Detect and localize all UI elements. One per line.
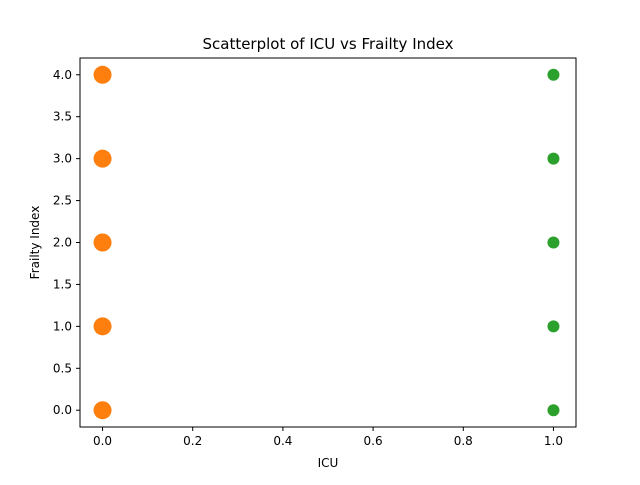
data-point-series-1: [93, 149, 112, 168]
y-tick-label: 0.0: [53, 403, 72, 417]
data-point-series-2: [547, 236, 560, 249]
data-point-series-2: [547, 152, 560, 165]
plot-frame: [79, 57, 577, 428]
y-tick-label: 3.0: [53, 152, 72, 166]
y-tick-label: 0.5: [53, 361, 72, 375]
data-point-series-1: [93, 65, 112, 84]
x-tick-label: 1.0: [544, 434, 563, 448]
y-tick-label: 1.5: [53, 277, 72, 291]
data-point-series-1: [93, 317, 112, 336]
x-tick-label: 0.4: [273, 434, 292, 448]
y-tick-label: 2.0: [53, 236, 72, 250]
y-tick-label: 4.0: [53, 68, 72, 82]
data-point-series-2: [547, 320, 560, 333]
x-tick-label: 0.8: [454, 434, 473, 448]
x-tick-label: 0.0: [93, 434, 112, 448]
x-axis-label: ICU: [318, 456, 339, 470]
data-point-series-1: [93, 401, 112, 420]
y-tick-label: 1.0: [53, 319, 72, 333]
y-axis-label: Frailty Index: [28, 206, 42, 280]
plot-area: [76, 65, 560, 431]
x-tick-label: 0.6: [364, 434, 383, 448]
y-tick-label: 2.5: [53, 194, 72, 208]
data-point-series-1: [93, 233, 112, 252]
y-tick-label: 3.5: [53, 110, 72, 124]
x-tick-label: 0.2: [183, 434, 202, 448]
chart-title: Scatterplot of ICU vs Frailty Index: [202, 35, 453, 53]
data-point-series-2: [547, 68, 560, 81]
data-point-series-2: [547, 404, 560, 417]
